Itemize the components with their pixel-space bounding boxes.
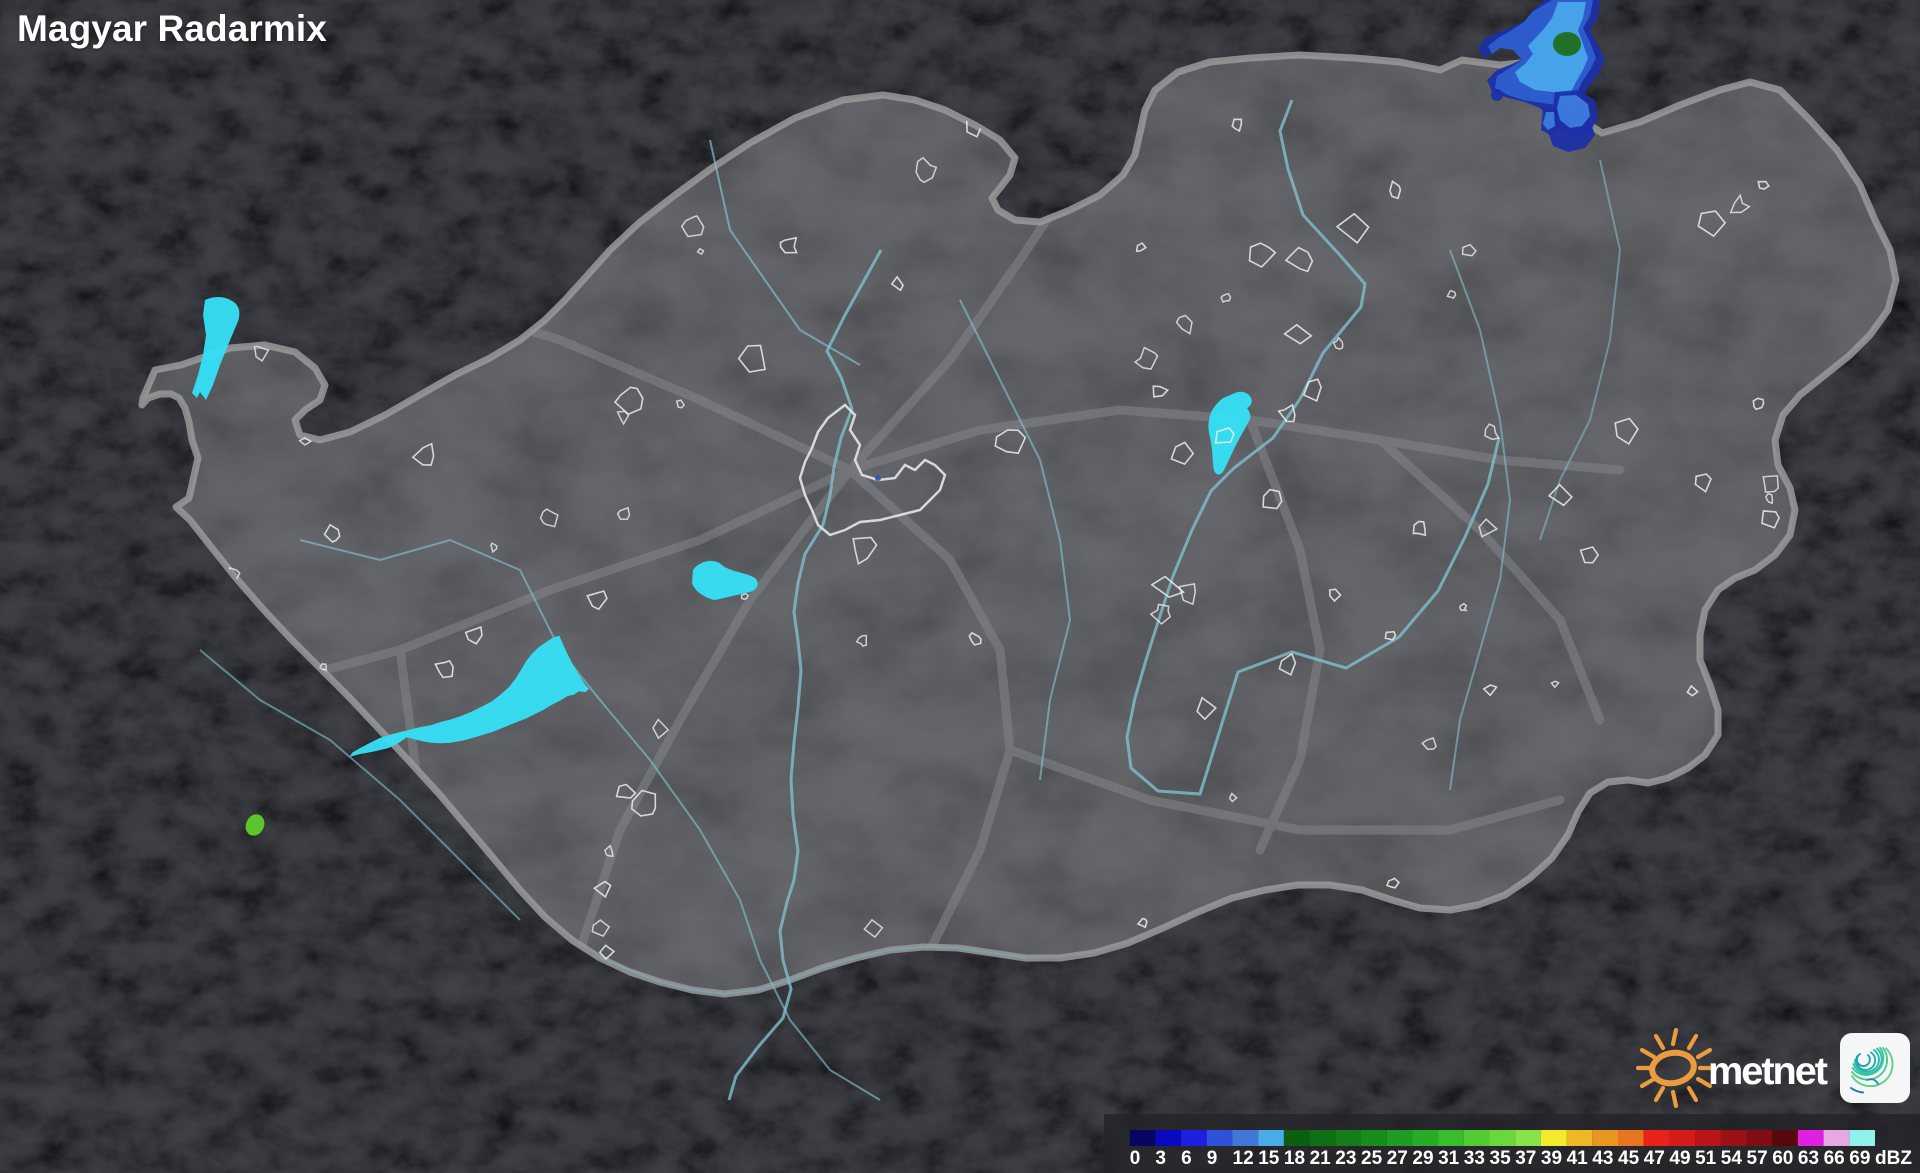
svg-text:35: 35 — [1490, 1148, 1512, 1169]
svg-text:57: 57 — [1747, 1148, 1768, 1169]
svg-text:31: 31 — [1438, 1148, 1460, 1169]
svg-text:37: 37 — [1515, 1148, 1536, 1169]
svg-text:9: 9 — [1207, 1148, 1218, 1169]
svg-text:51: 51 — [1695, 1148, 1717, 1169]
svg-text:18: 18 — [1284, 1148, 1305, 1169]
svg-text:0: 0 — [1130, 1148, 1141, 1169]
svg-text:27: 27 — [1387, 1148, 1408, 1169]
svg-text:21: 21 — [1310, 1148, 1332, 1169]
svg-text:63: 63 — [1798, 1148, 1819, 1169]
svg-text:69: 69 — [1849, 1148, 1870, 1169]
svg-text:49: 49 — [1669, 1148, 1690, 1169]
svg-text:33: 33 — [1464, 1148, 1485, 1169]
svg-text:47: 47 — [1644, 1148, 1665, 1169]
svg-text:54: 54 — [1721, 1148, 1743, 1169]
svg-text:39: 39 — [1541, 1148, 1562, 1169]
svg-text:43: 43 — [1592, 1148, 1613, 1169]
svg-text:41: 41 — [1567, 1148, 1589, 1169]
svg-text:3: 3 — [1155, 1148, 1166, 1169]
svg-text:45: 45 — [1618, 1148, 1640, 1169]
svg-text:23: 23 — [1335, 1148, 1356, 1169]
svg-text:66: 66 — [1824, 1148, 1845, 1169]
svg-text:15: 15 — [1258, 1148, 1280, 1169]
svg-text:dBZ: dBZ — [1875, 1148, 1912, 1169]
svg-text:25: 25 — [1361, 1148, 1383, 1169]
svg-text:12: 12 — [1233, 1148, 1254, 1169]
svg-text:29: 29 — [1412, 1148, 1433, 1169]
svg-text:60: 60 — [1772, 1148, 1793, 1169]
svg-text:6: 6 — [1181, 1148, 1192, 1169]
